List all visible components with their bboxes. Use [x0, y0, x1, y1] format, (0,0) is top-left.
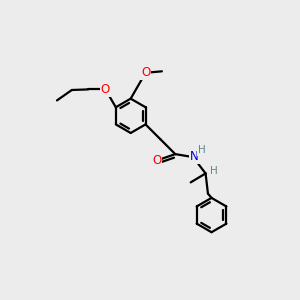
Text: O: O	[141, 66, 150, 79]
Text: H: H	[210, 166, 218, 176]
Text: H: H	[198, 145, 206, 155]
Text: N: N	[190, 150, 199, 163]
Text: O: O	[152, 154, 161, 166]
Text: O: O	[101, 83, 110, 96]
